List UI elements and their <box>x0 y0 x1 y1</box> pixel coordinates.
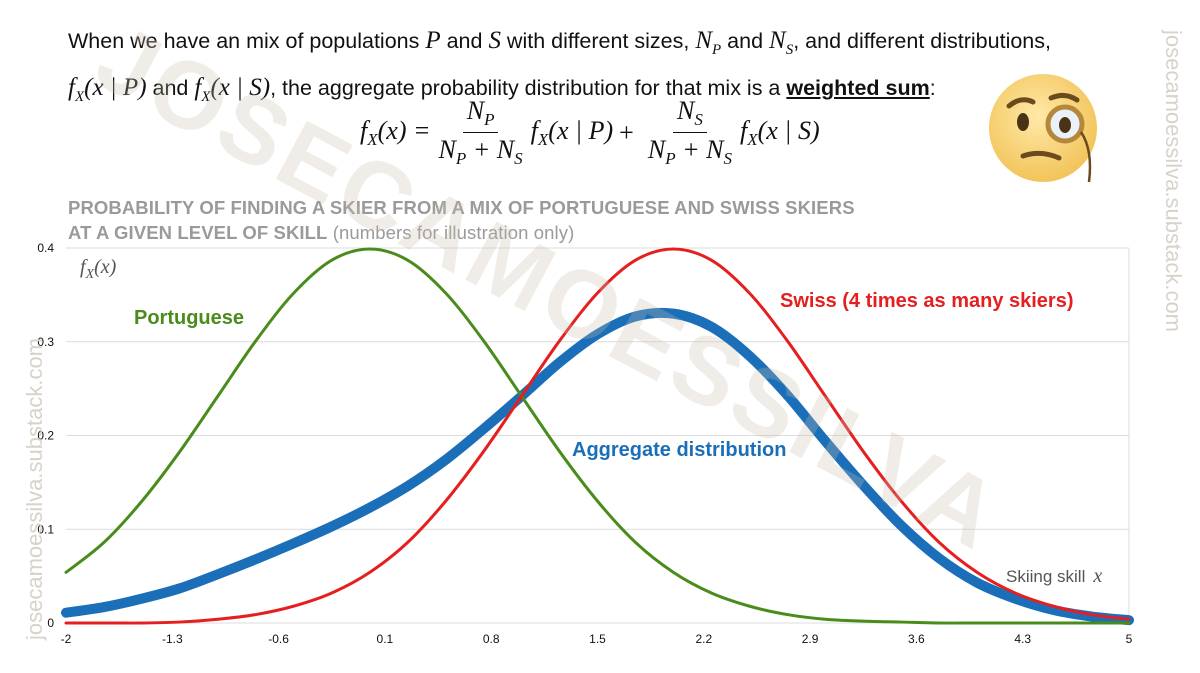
intro-text-4: , the aggregate probability distribution… <box>270 76 787 100</box>
intro-and-3: and <box>146 76 195 100</box>
x-axis-label: Skiing skill x <box>1006 565 1102 587</box>
intro-text-3: , and different distributions, <box>793 29 1051 53</box>
series-label-portuguese: Portuguese <box>134 307 244 329</box>
y-tick-label: 0 <box>47 616 54 630</box>
var-S: S <box>488 27 501 54</box>
fraction-portuguese: NP NP + NS <box>438 96 523 169</box>
intro-paragraph: When we have an mix of populations P and… <box>68 22 1118 116</box>
formula-term-portuguese: fX(x | P) <box>530 115 614 149</box>
x-tick-label: 2.9 <box>802 632 819 646</box>
y-tick-label: 0.3 <box>37 335 54 349</box>
grid-lines <box>66 247 1130 624</box>
x-tick-label: 0.8 <box>483 632 500 646</box>
weighted-sum-formula: fX(x) = NP NP + NS fX(x | P) + NS NP + N… <box>360 96 820 169</box>
x-tick-label: 3.6 <box>908 632 925 646</box>
x-tick-label: -1.3 <box>162 632 183 646</box>
series-lines <box>61 247 1134 626</box>
chart-title-line-1: PROBABILITY OF FINDING A SKIER FROM A MI… <box>68 197 855 218</box>
formula-term-swiss: fX(x | S) <box>739 115 820 149</box>
chart-title: PROBABILITY OF FINDING A SKIER FROM A MI… <box>68 195 855 245</box>
chart-title-line-2: AT A GIVEN LEVEL OF SKILL (numbers for i… <box>68 222 575 243</box>
intro-and: and <box>440 29 489 53</box>
series-line-portuguese <box>64 247 1131 625</box>
x-axis-ticks: -2 -1.3 -0.6 0.1 0.8 1.5 2.2 2.9 3.6 4.3 5 <box>61 632 1133 646</box>
var-NS: NS <box>769 27 794 58</box>
fraction-swiss: NS NP + NS <box>647 96 732 169</box>
thinking-face-with-monocle-icon <box>989 74 1097 183</box>
x-tick-label: 1.5 <box>589 632 606 646</box>
x-tick-label: 0.1 <box>377 632 394 646</box>
series-label-aggregate: Aggregate distribution <box>572 439 786 461</box>
intro-and-2: and <box>721 29 770 53</box>
x-tick-label: -0.6 <box>268 632 289 646</box>
series-label-swiss: Swiss (4 times as many skiers) <box>780 290 1074 312</box>
y-tick-label: 0.4 <box>37 241 54 255</box>
x-tick-label: 4.3 <box>1014 632 1031 646</box>
side-watermark-left: josecamoessilva.substack.com <box>22 337 47 640</box>
series-line-aggregate <box>61 307 1134 626</box>
chart-title-note: (numbers for illustration only) <box>327 222 575 243</box>
var-NP: NP <box>695 27 722 58</box>
formula-plus: + <box>619 117 634 147</box>
var-fxP: fX(x | P) <box>68 74 147 105</box>
formula-lhs: fX(x) = <box>360 115 431 149</box>
var-fxS: fX(x | S) <box>194 74 271 105</box>
intro-text-1: When we have an mix of populations <box>68 29 426 53</box>
side-watermark-right: josecamoessilva.substack.com <box>1161 30 1186 333</box>
intro-colon: : <box>929 76 936 100</box>
series-line-swiss <box>64 247 1131 625</box>
y-axis-label: fX(x) <box>80 256 117 282</box>
intro-text-2: with different sizes, <box>500 29 696 53</box>
y-tick-label: 0.1 <box>37 522 54 536</box>
var-P: P <box>425 27 441 54</box>
y-tick-label: 0.2 <box>37 429 54 443</box>
x-tick-label: -2 <box>61 632 72 646</box>
x-tick-label: 2.2 <box>695 632 712 646</box>
x-tick-label: 5 <box>1126 632 1133 646</box>
y-axis-ticks: 0 0.1 0.2 0.3 0.4 <box>37 241 54 630</box>
weighted-sum-emphasis: weighted sum <box>786 76 930 100</box>
